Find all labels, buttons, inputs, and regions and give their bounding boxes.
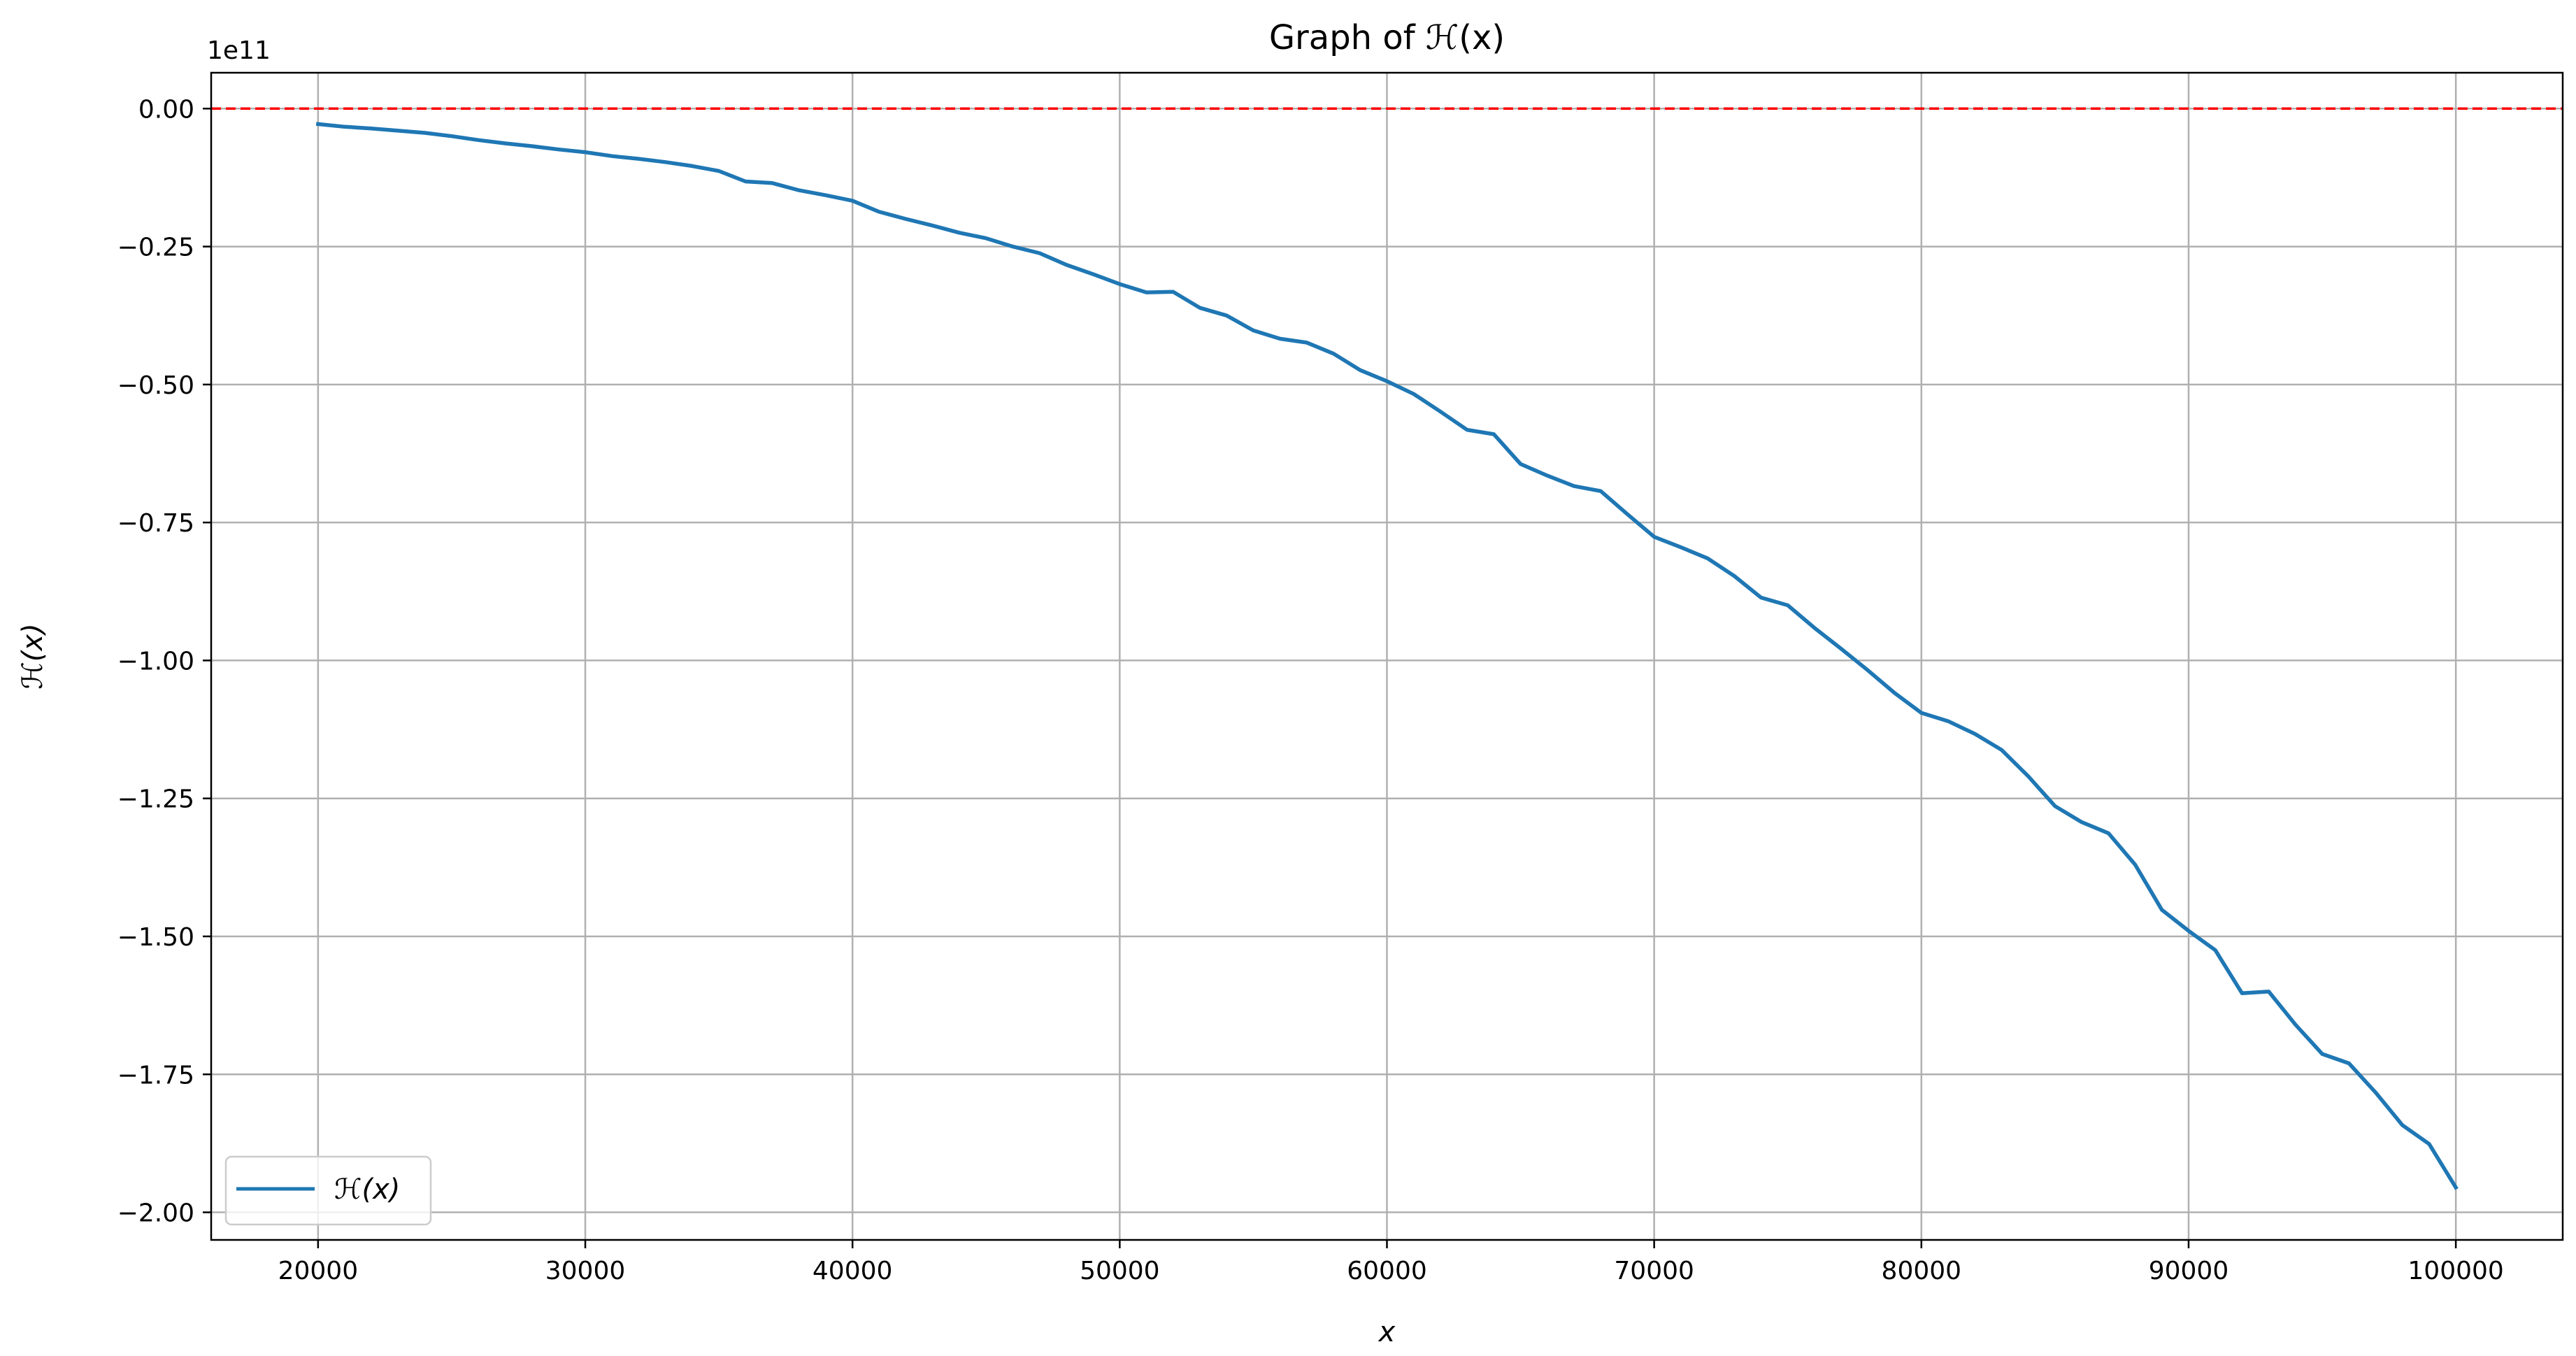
y-axis-label: ℋ(x) [17, 623, 49, 689]
series-layer [315, 122, 2459, 1190]
y-tick-label: 0.00 [138, 95, 194, 124]
y-tick-label: −2.00 [117, 1199, 194, 1228]
legend: ℋ(x) [224, 1155, 432, 1226]
y-axis-offset-label: 1e11 [207, 36, 271, 65]
y-tick-label: −0.50 [117, 371, 194, 400]
x-tick-label: 70000 [1614, 1257, 1694, 1285]
chart-title: Graph of ℋ(x) [1269, 18, 1505, 57]
y-tick-label: −1.75 [117, 1061, 194, 1090]
y-tick-label: −1.50 [117, 923, 194, 952]
y-tick-label: −1.25 [117, 785, 194, 814]
x-axis-label: x [1378, 1316, 1396, 1348]
y-tick-label: −0.25 [117, 234, 194, 262]
y-tick-label: −1.00 [117, 647, 194, 676]
x-tick-label: 20000 [278, 1257, 359, 1285]
x-tick-label: 40000 [813, 1257, 893, 1285]
x-tick-label: 100000 [2407, 1257, 2503, 1285]
series-line-hx [315, 122, 2459, 1190]
x-tick-label: 50000 [1080, 1257, 1160, 1285]
y-tick-label: −0.75 [117, 509, 194, 538]
axis-ticks: 20000 30000 40000 50000 60000 70000 80000 90000… [117, 95, 2504, 1285]
x-tick-label: 30000 [545, 1257, 626, 1285]
grid-lines [211, 73, 2563, 1240]
x-tick-label: 90000 [2149, 1257, 2229, 1285]
legend-entry-label: ℋ(x) [334, 1173, 400, 1206]
legend-box [224, 1155, 432, 1226]
x-tick-label: 60000 [1347, 1257, 1427, 1285]
x-tick-label: 80000 [1882, 1257, 1962, 1285]
